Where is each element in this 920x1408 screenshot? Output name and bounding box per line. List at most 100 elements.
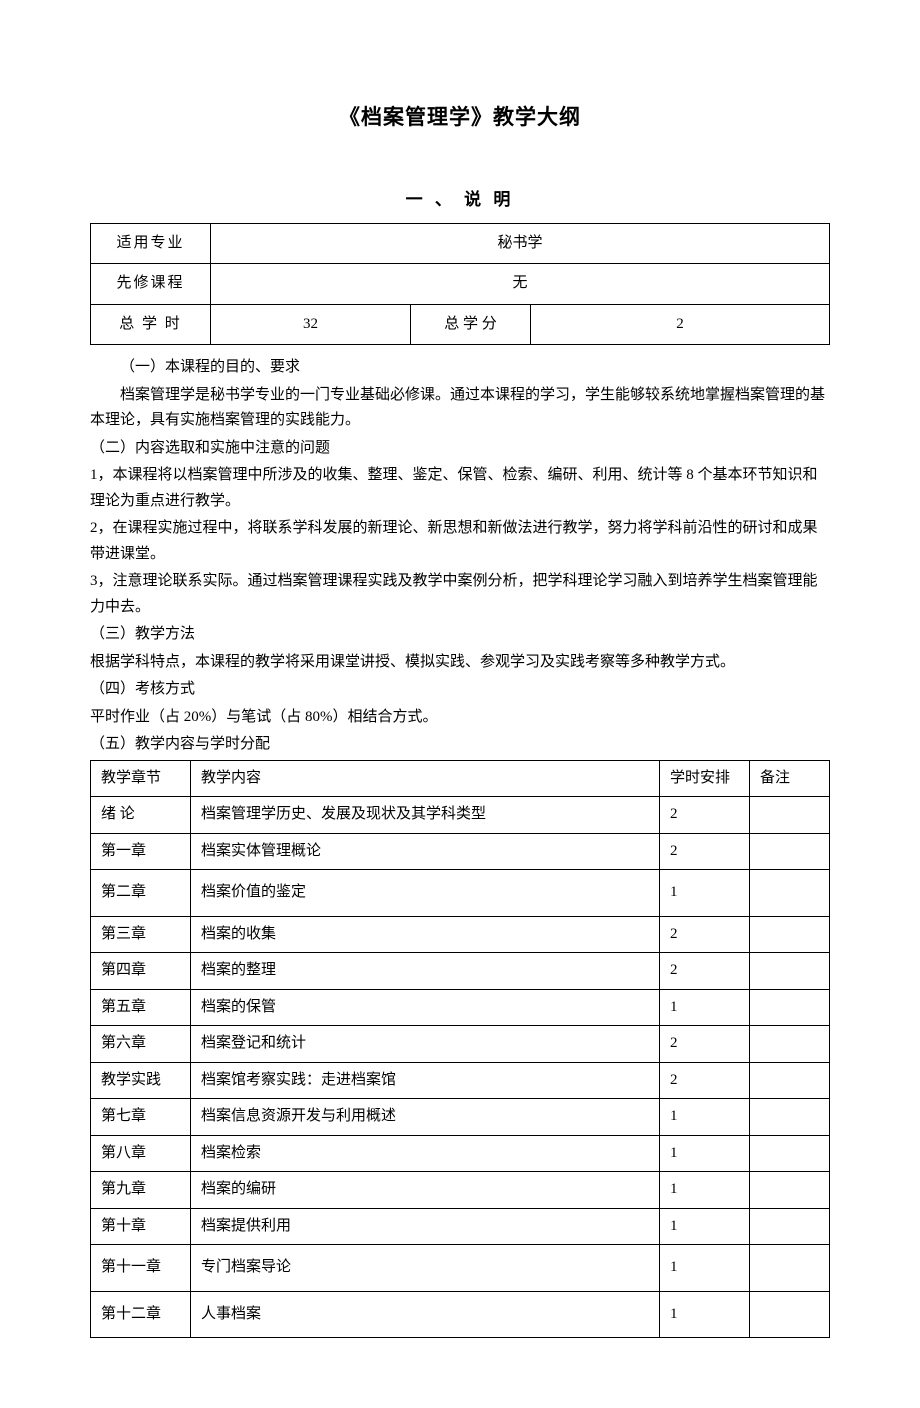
table-row: 第五章档案的保管1 <box>91 989 830 1026</box>
schedule-header-chapter: 教学章节 <box>91 760 191 797</box>
schedule-notes <box>750 989 830 1026</box>
info-label-prereq: 先修课程 <box>91 264 211 305</box>
schedule-notes <box>750 1208 830 1245</box>
schedule-header-content: 教学内容 <box>191 760 660 797</box>
schedule-content: 档案登记和统计 <box>191 1026 660 1063</box>
table-header-row: 教学章节 教学内容 学时安排 备注 <box>91 760 830 797</box>
schedule-notes <box>750 1291 830 1338</box>
table-row: 第二章档案价值的鉴定1 <box>91 870 830 917</box>
schedule-content: 专门档案导论 <box>191 1245 660 1292</box>
schedule-hours: 2 <box>660 797 750 834</box>
schedule-chapter: 第十章 <box>91 1208 191 1245</box>
schedule-content: 档案检索 <box>191 1135 660 1172</box>
schedule-hours: 2 <box>660 953 750 990</box>
table-row: 第十二章人事档案1 <box>91 1291 830 1338</box>
schedule-notes <box>750 833 830 870</box>
schedule-chapter: 教学实践 <box>91 1062 191 1099</box>
schedule-notes <box>750 953 830 990</box>
table-row: 第十一章专门档案导论1 <box>91 1245 830 1292</box>
subsection-3-heading: （三）教学方法 <box>90 622 830 648</box>
schedule-content: 档案的保管 <box>191 989 660 1026</box>
schedule-chapter: 绪 论 <box>91 797 191 834</box>
schedule-content: 档案提供利用 <box>191 1208 660 1245</box>
schedule-chapter: 第十二章 <box>91 1291 191 1338</box>
schedule-content: 档案价值的鉴定 <box>191 870 660 917</box>
schedule-hours: 1 <box>660 1099 750 1136</box>
schedule-hours: 1 <box>660 1245 750 1292</box>
course-info-table: 适用专业 秘书学 先修课程 无 总 学 时 32 总 学 分 2 <box>90 223 830 346</box>
subsection-2-text-a: 1，本课程将以档案管理中所涉及的收集、整理、鉴定、保管、检索、编研、利用、统计等… <box>90 463 830 514</box>
schedule-hours: 1 <box>660 989 750 1026</box>
schedule-chapter: 第六章 <box>91 1026 191 1063</box>
schedule-content: 档案的收集 <box>191 916 660 953</box>
schedule-content: 档案馆考察实践：走进档案馆 <box>191 1062 660 1099</box>
schedule-notes <box>750 797 830 834</box>
schedule-hours: 2 <box>660 1026 750 1063</box>
subsection-4-text: 平时作业（占 20%）与笔试（占 80%）相结合方式。 <box>90 705 830 731</box>
schedule-notes <box>750 1135 830 1172</box>
schedule-chapter: 第七章 <box>91 1099 191 1136</box>
info-value-prereq: 无 <box>211 264 830 305</box>
subsection-3-text: 根据学科特点，本课程的教学将采用课堂讲授、模拟实践、参观学习及实践考察等多种教学… <box>90 650 830 676</box>
table-row: 第八章档案检索1 <box>91 1135 830 1172</box>
schedule-chapter: 第十一章 <box>91 1245 191 1292</box>
schedule-notes <box>750 1245 830 1292</box>
schedule-hours: 2 <box>660 916 750 953</box>
info-value-credits: 2 <box>531 304 830 345</box>
schedule-chapter: 第四章 <box>91 953 191 990</box>
schedule-chapter: 第八章 <box>91 1135 191 1172</box>
subsection-2-text-b: 2，在课程实施过程中，将联系学科发展的新理论、新思想和新做法进行教学，努力将学科… <box>90 516 830 567</box>
schedule-hours: 1 <box>660 1291 750 1338</box>
subsection-2-heading: （二）内容选取和实施中注意的问题 <box>90 436 830 462</box>
schedule-content: 档案信息资源开发与利用概述 <box>191 1099 660 1136</box>
table-row: 先修课程 无 <box>91 264 830 305</box>
schedule-header-hours: 学时安排 <box>660 760 750 797</box>
schedule-notes <box>750 1099 830 1136</box>
schedule-content: 档案的编研 <box>191 1172 660 1209</box>
schedule-notes <box>750 1172 830 1209</box>
table-row: 第四章档案的整理2 <box>91 953 830 990</box>
subsection-4-heading: （四）考核方式 <box>90 677 830 703</box>
schedule-header-notes: 备注 <box>750 760 830 797</box>
subsection-5-heading: （五）教学内容与学时分配 <box>90 732 830 758</box>
info-label-hours: 总 学 时 <box>91 304 211 345</box>
info-label-credits: 总 学 分 <box>411 304 531 345</box>
schedule-chapter: 第二章 <box>91 870 191 917</box>
schedule-hours: 1 <box>660 1135 750 1172</box>
table-row: 第七章档案信息资源开发与利用概述1 <box>91 1099 830 1136</box>
schedule-notes <box>750 870 830 917</box>
schedule-chapter: 第三章 <box>91 916 191 953</box>
subsection-2-text-c: 3，注意理论联系实际。通过档案管理课程实践及教学中案例分析，把学科理论学习融入到… <box>90 569 830 620</box>
schedule-content: 档案的整理 <box>191 953 660 990</box>
schedule-hours: 2 <box>660 833 750 870</box>
document-title: 《档案管理学》教学大纲 <box>90 100 830 136</box>
schedule-chapter: 第五章 <box>91 989 191 1026</box>
schedule-content: 档案管理学历史、发展及现状及其学科类型 <box>191 797 660 834</box>
table-row: 绪 论档案管理学历史、发展及现状及其学科类型2 <box>91 797 830 834</box>
schedule-table: 教学章节 教学内容 学时安排 备注 绪 论档案管理学历史、发展及现状及其学科类型… <box>90 760 830 1339</box>
info-value-hours: 32 <box>211 304 411 345</box>
schedule-content: 人事档案 <box>191 1291 660 1338</box>
schedule-chapter: 第九章 <box>91 1172 191 1209</box>
section-1-heading: 一 、 说 明 <box>90 186 830 215</box>
table-row: 第九章档案的编研1 <box>91 1172 830 1209</box>
subsection-1-heading: （一）本课程的目的、要求 <box>90 355 830 381</box>
table-row: 第六章档案登记和统计2 <box>91 1026 830 1063</box>
schedule-hours: 1 <box>660 1172 750 1209</box>
table-row: 第三章档案的收集2 <box>91 916 830 953</box>
info-value-major: 秘书学 <box>211 223 830 264</box>
schedule-content: 档案实体管理概论 <box>191 833 660 870</box>
table-row: 适用专业 秘书学 <box>91 223 830 264</box>
schedule-notes <box>750 1026 830 1063</box>
subsection-1-text: 档案管理学是秘书学专业的一门专业基础必修课。通过本课程的学习，学生能够较系统地掌… <box>90 383 830 434</box>
info-label-major: 适用专业 <box>91 223 211 264</box>
table-row: 第一章档案实体管理概论2 <box>91 833 830 870</box>
schedule-chapter: 第一章 <box>91 833 191 870</box>
schedule-hours: 2 <box>660 1062 750 1099</box>
schedule-hours: 1 <box>660 1208 750 1245</box>
schedule-hours: 1 <box>660 870 750 917</box>
schedule-notes <box>750 916 830 953</box>
schedule-notes <box>750 1062 830 1099</box>
table-row: 教学实践档案馆考察实践：走进档案馆2 <box>91 1062 830 1099</box>
table-row: 总 学 时 32 总 学 分 2 <box>91 304 830 345</box>
